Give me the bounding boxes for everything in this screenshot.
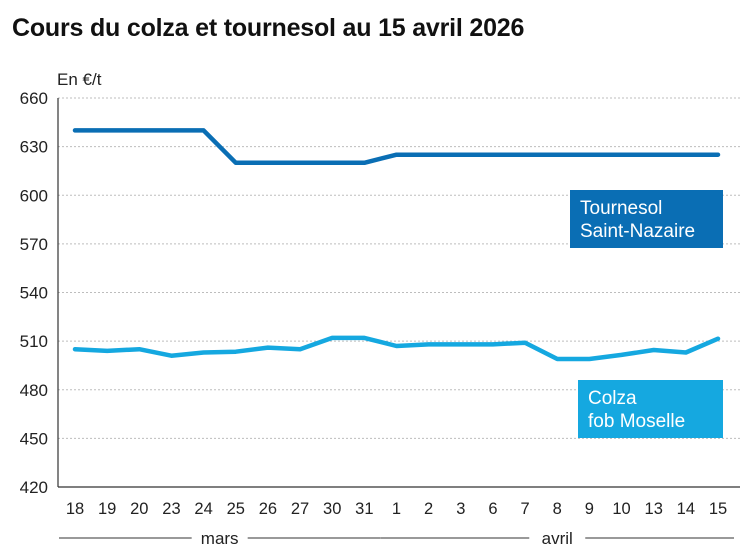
x-tick-label-5: 25: [227, 500, 245, 518]
series-label-box-1: [578, 380, 723, 438]
series-label-text-0-0: Tournesol: [580, 198, 662, 219]
x-tick-label-1: 19: [98, 500, 116, 518]
x-tick-label-8: 30: [323, 500, 341, 518]
y-axis-ticks: 420 450 480 510 540 570 600 630 660: [20, 89, 48, 497]
x-tick-label-15: 8: [553, 500, 562, 518]
x-tick-label-12: 3: [456, 500, 465, 518]
x-tick-label-0: 18: [66, 500, 84, 518]
x-tick-label-2: 20: [130, 500, 148, 518]
x-tick-label-9: 31: [355, 500, 373, 518]
x-tick-label-19: 14: [677, 500, 695, 518]
x-tick-label-17: 10: [612, 500, 630, 518]
y-tick-label-510: 510: [20, 332, 48, 351]
series-line-1: [72, 335, 721, 362]
y-tick-label-630: 630: [20, 138, 48, 157]
y-axis-unit-label: En €/t: [57, 70, 102, 89]
y-tick-label-660: 660: [20, 89, 48, 108]
month-groups: mars avril: [59, 529, 734, 548]
y-tick-label-540: 540: [20, 284, 48, 303]
y-tick-label-600: 600: [20, 186, 48, 205]
x-tick-label-7: 27: [291, 500, 309, 518]
x-tick-label-3: 23: [162, 500, 180, 518]
series-label-text-1-1: fob Moselle: [588, 411, 685, 432]
y-tick-label-570: 570: [20, 235, 48, 254]
series-label-box-0: [570, 190, 723, 248]
x-tick-label-10: 1: [392, 500, 401, 518]
x-tick-label-20: 15: [709, 500, 727, 518]
chart-title: Cours du colza et tournesol au 15 avril …: [12, 14, 525, 42]
x-tick-label-13: 6: [488, 500, 497, 518]
y-tick-label-420: 420: [20, 478, 48, 497]
x-tick-label-18: 13: [645, 500, 663, 518]
y-tick-label-450: 450: [20, 429, 48, 448]
x-tick-label-6: 26: [259, 500, 277, 518]
x-tick-label-4: 24: [194, 500, 212, 518]
month-label-0: mars: [201, 529, 239, 548]
month-label-1: avril: [542, 529, 573, 548]
series-lines: [72, 128, 721, 362]
y-tick-label-480: 480: [20, 381, 48, 400]
x-axis-ticks: 18 19 20 23 24 25 26 27 30 31 1 2 3 6 7 8 9 10 13 14 15: [66, 500, 727, 518]
series-label-text-1-0: Colza: [588, 388, 637, 409]
series-label-text-0-1: Saint-Nazaire: [580, 221, 695, 242]
x-tick-label-16: 9: [585, 500, 594, 518]
x-tick-label-11: 2: [424, 500, 433, 518]
x-tick-label-14: 7: [521, 500, 530, 518]
series-line-0: [72, 128, 721, 166]
